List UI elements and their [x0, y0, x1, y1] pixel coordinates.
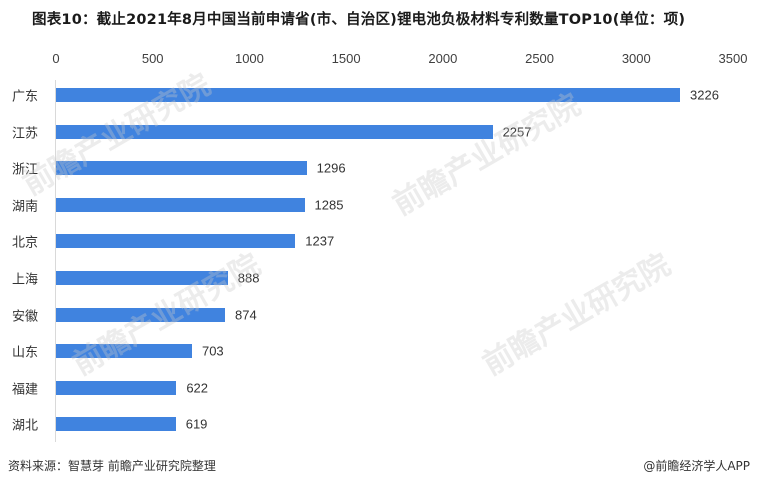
- data-label: 703: [201, 343, 224, 359]
- x-axis-tick: 2500: [525, 51, 555, 66]
- data-label: 888: [237, 270, 260, 286]
- bar: [56, 88, 680, 102]
- bar: [56, 417, 176, 432]
- x-axis-tick: 2000: [428, 51, 458, 66]
- data-label: 619: [185, 416, 208, 432]
- bar: [56, 344, 192, 359]
- bar: [56, 197, 305, 212]
- x-axis-tick: 1500: [331, 51, 361, 66]
- x-axis-tick: 1000: [234, 51, 264, 66]
- data-label: 3226: [690, 87, 719, 103]
- category-label: 广东: [12, 89, 39, 105]
- credit-note: @前瞻经济学人APP: [643, 459, 750, 473]
- bar: [56, 307, 226, 322]
- category-label: 北京: [12, 235, 39, 251]
- data-label: 2257: [502, 124, 532, 140]
- bar: [56, 234, 296, 249]
- data-label: 1237: [305, 233, 335, 249]
- category-label: 江苏: [12, 126, 39, 142]
- data-label: 874: [235, 307, 257, 323]
- chart-title: 图表10：截止2021年8月中国当前申请省(市、自治区)锂电池负极材料专利数量T…: [32, 12, 686, 28]
- data-label: 1296: [316, 160, 346, 176]
- source-note: 资料来源：智慧芽 前瞻产业研究院整理: [8, 459, 216, 473]
- x-axis-tick: 3500: [718, 51, 748, 66]
- y-axis-line: [55, 80, 56, 442]
- bar: [56, 271, 228, 285]
- x-axis-tick: 3000: [621, 51, 651, 66]
- category-label: 湖北: [12, 418, 39, 434]
- category-label: 浙江: [12, 162, 39, 178]
- x-axis-tick: 0: [52, 51, 60, 66]
- data-label: 1285: [314, 197, 344, 213]
- x-axis-tick: 500: [141, 51, 164, 66]
- bar: [56, 124, 493, 139]
- bar: [56, 161, 307, 176]
- category-label: 湖南: [12, 199, 39, 215]
- data-label: 622: [186, 380, 209, 396]
- category-label: 福建: [12, 382, 39, 398]
- bar: [56, 380, 177, 395]
- category-label: 山东: [12, 345, 39, 361]
- category-label: 上海: [12, 272, 39, 288]
- category-label: 安徽: [12, 309, 39, 325]
